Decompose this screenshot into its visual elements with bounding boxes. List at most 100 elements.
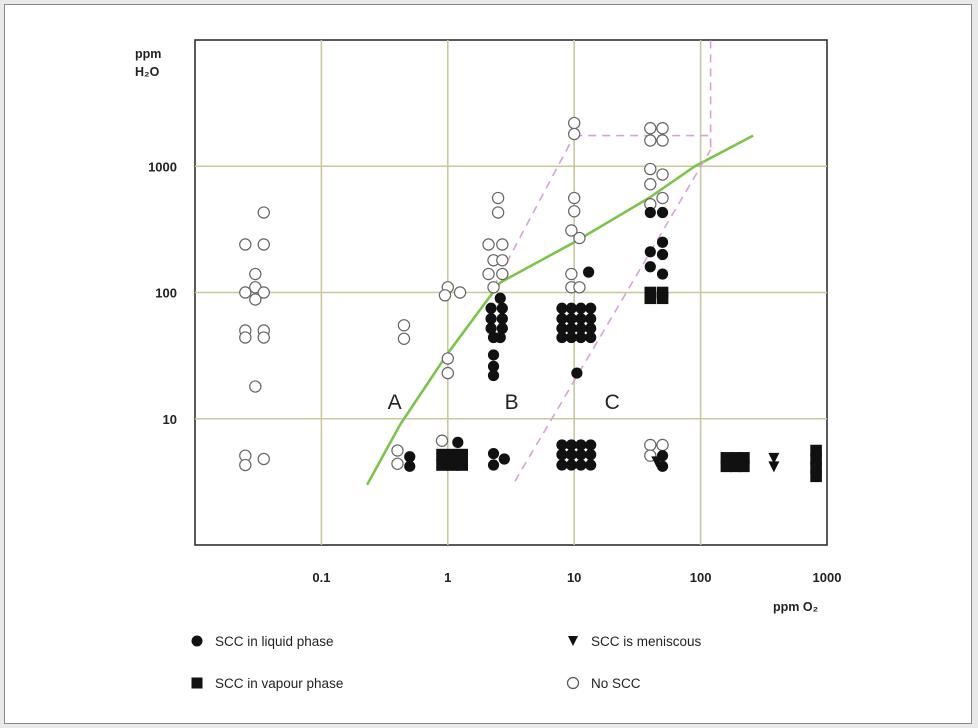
legend-liquid: SCC in liquid phase [189,633,334,649]
point-scc-meniscus [768,461,780,473]
point-scc-liquid [585,449,597,461]
point-scc-liquid [656,236,669,248]
line-green-boundary [365,134,754,486]
x-axis-title: ppm O₂ [773,600,818,614]
figure-frame: 0.1 1 10 100 1000 10 100 1000 A B C ppm H₂O ppm … [4,4,972,724]
point-no-scc [656,168,669,181]
point-scc-vapour [810,453,822,465]
point-no-scc [257,238,270,251]
filled-circle-icon [191,635,203,647]
point-no-scc [568,116,581,130]
point-scc-liquid [556,331,568,344]
point-scc-liquid [565,322,577,334]
point-no-scc [441,366,454,380]
point-no-scc [656,191,669,205]
point-scc-meniscus [768,452,780,464]
point-no-scc [482,267,495,281]
point-scc-liquid [487,369,500,382]
filled-square-icon [191,677,203,689]
point-scc-liquid [487,349,500,361]
point-scc-liquid [583,266,595,278]
point-scc-liquid [556,322,568,334]
point-no-scc [644,134,657,147]
point-scc-liquid [585,439,597,451]
chart: 0.1 1 10 100 1000 10 100 1000 A B C ppm H₂O ppm … [135,39,841,614]
point-no-scc [491,206,505,219]
point-scc-liquid [498,453,510,465]
point-scc-liquid [404,451,416,463]
point-no-scc [656,438,669,452]
point-scc-vapour [436,448,448,461]
point-scc-liquid [485,313,497,325]
point-no-scc [257,286,270,299]
point-scc-liquid [575,459,587,471]
point-scc-liquid [404,460,416,472]
point-no-scc [249,267,262,281]
legend-liquid-label: SCC in liquid phase [215,633,334,649]
point-scc-vapour [810,470,822,483]
point-no-scc [568,127,581,141]
point-no-scc [441,352,454,365]
point-scc-liquid [585,322,597,334]
point-no-scc [565,224,578,237]
legend-meniscus: SCC is meniscous [565,633,701,649]
point-scc-liquid [487,447,500,460]
point-scc-liquid [565,313,577,325]
point-scc-vapour [447,459,459,471]
point-scc-liquid [485,302,497,314]
point-no-scc [391,444,404,457]
filled-triangle-icon [568,636,578,646]
point-no-scc [568,205,581,218]
point-no-scc [491,191,505,205]
point-no-scc [249,380,262,393]
point-no-scc [257,331,270,344]
point-scc-liquid [575,313,587,325]
point-scc-liquid [585,302,597,314]
point-scc-liquid [556,459,568,471]
point-no-scc [397,332,411,345]
y-tick-label: 100 [155,286,177,301]
point-no-scc [656,122,669,135]
point-scc-liquid [644,246,656,258]
point-scc-liquid [656,460,669,472]
point-scc-vapour [436,459,448,471]
y-axis-title-line2: H₂O [135,65,160,79]
point-scc-liquid [644,261,656,273]
y-tick-label: 10 [163,412,177,427]
point-scc-vapour [456,459,469,471]
point-no-scc [453,286,467,299]
point-scc-liquid [571,367,583,379]
point-no-scc [397,319,411,332]
point-no-scc [565,267,578,281]
point-scc-liquid [656,268,669,280]
point-scc-liquid [644,206,656,219]
point-scc-liquid [496,313,508,325]
point-scc-liquid [556,302,568,314]
point-no-scc [656,134,669,147]
legend-meniscus-label: SCC is meniscous [591,633,702,649]
point-no-scc [487,281,500,294]
point-scc-liquid [585,331,597,344]
point-scc-vapour [656,292,669,305]
point-scc-liquid [585,313,597,325]
point-scc-liquid [575,302,587,314]
region-label-A: A [388,391,402,414]
point-scc-liquid [496,322,508,334]
point-no-scc [573,231,586,245]
region-labels: A B C [388,391,620,414]
point-scc-liquid [556,439,568,451]
point-scc-liquid [575,439,587,451]
point-no-scc [239,286,252,299]
point-scc-vapour [456,448,469,461]
point-scc-liquid [487,360,500,372]
x-tick-labels: 0.1 1 10 100 1000 [312,570,841,585]
point-no-scc [496,254,509,267]
point-no-scc [438,289,452,302]
point-no-scc [435,434,449,447]
point-no-scc [257,452,270,466]
point-scc-vapour [738,452,750,464]
point-scc-liquid [656,248,669,261]
x-tick-label: 100 [690,570,712,585]
point-scc-liquid [656,206,669,219]
point-no-scc [249,293,262,306]
